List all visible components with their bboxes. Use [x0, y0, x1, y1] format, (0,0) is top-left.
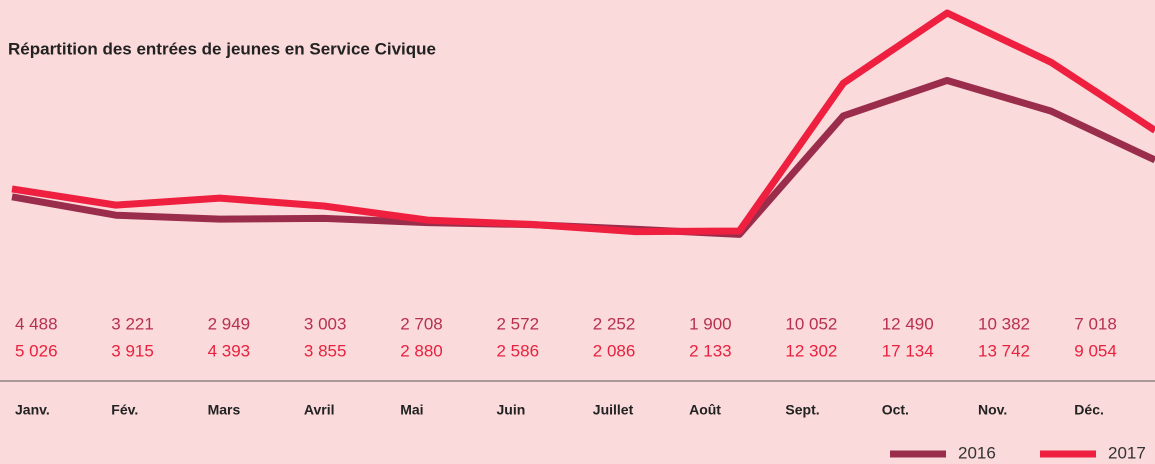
line-2017 — [11, 9, 1155, 236]
value-label: 7 018 — [1074, 314, 1117, 333]
x-tick-label: Déc. — [1074, 402, 1104, 418]
legend-label: 2017 — [1108, 443, 1146, 462]
value-label: 4 393 — [208, 341, 251, 360]
value-label: 13 742 — [978, 341, 1030, 360]
x-tick-label: Janv. — [15, 402, 50, 418]
x-tick-label: Oct. — [882, 402, 909, 418]
x-tick-label: Sept. — [785, 402, 819, 418]
value-label: 1 900 — [689, 314, 732, 333]
value-label: 17 134 — [882, 341, 934, 360]
x-tick-label: Mai — [400, 402, 423, 418]
x-tick-label: Août — [689, 402, 721, 418]
value-label: 2 086 — [593, 341, 636, 360]
value-label: 2 572 — [497, 314, 540, 333]
x-tick-label: Juillet — [593, 402, 634, 418]
value-label: 10 052 — [785, 314, 837, 333]
x-tick-label: Nov. — [978, 402, 1007, 418]
value-label: 2 586 — [497, 341, 540, 360]
value-label: 4 488 — [15, 314, 58, 333]
value-label: 2 252 — [593, 314, 636, 333]
value-label: 10 382 — [978, 314, 1030, 333]
chart-title: Répartition des entrées de jeunes en Ser… — [8, 39, 436, 58]
value-label: 3 003 — [304, 314, 347, 333]
value-label: 3 855 — [304, 341, 347, 360]
value-label: 2 880 — [400, 341, 443, 360]
value-label: 3 915 — [111, 341, 154, 360]
value-label: 2 708 — [400, 314, 443, 333]
value-label: 5 026 — [15, 341, 58, 360]
value-label: 3 221 — [111, 314, 154, 333]
value-label: 12 490 — [882, 314, 934, 333]
value-label: 2 949 — [208, 314, 251, 333]
x-tick-label: Mars — [208, 402, 241, 418]
value-label: 9 054 — [1074, 341, 1117, 360]
x-tick-label: Fév. — [111, 402, 138, 418]
x-tick-label: Juin — [497, 402, 526, 418]
x-tick-label: Avril — [304, 402, 335, 418]
value-label: 2 133 — [689, 341, 732, 360]
legend-label: 2016 — [958, 443, 996, 462]
value-label: 12 302 — [785, 341, 837, 360]
